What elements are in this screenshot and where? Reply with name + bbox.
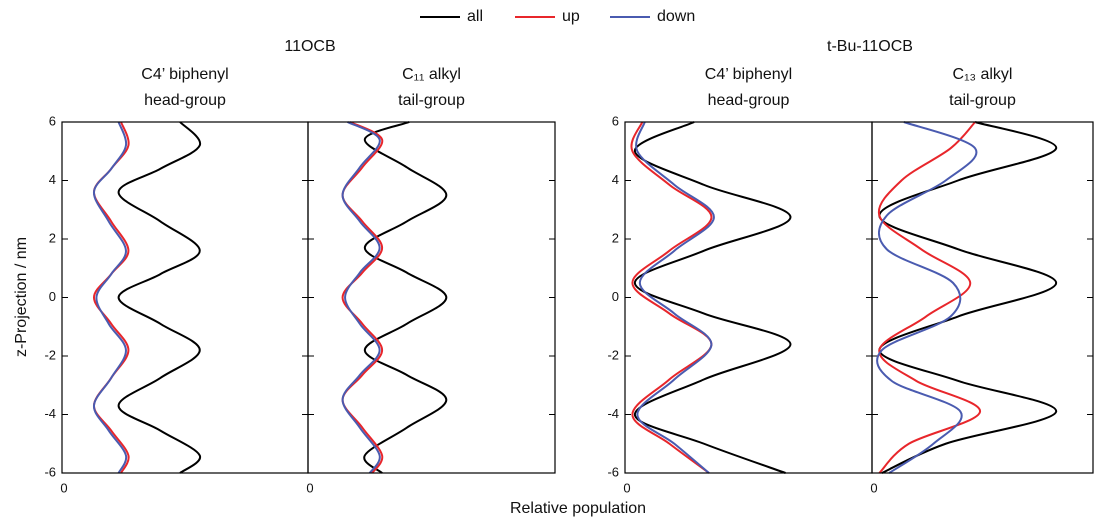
y-tick-label: -4 [44,406,56,421]
x-tick-label: 0 [306,480,313,495]
series-line [878,121,1058,474]
panel-title: C4’ biphenyl [141,66,228,83]
legend-label: all [467,8,483,25]
series-line [341,121,381,474]
y-tick-label: -6 [44,464,56,479]
series-line [877,121,982,474]
x-tick-label: 0 [870,480,877,495]
panel-frame [871,121,1094,474]
x-tick-label: 0 [623,480,630,495]
panel-frame [61,121,309,474]
y-tick-label: 6 [49,113,56,128]
y-tick-label: -4 [607,406,619,421]
panel-title: head-group [708,92,790,109]
panel-title: C₁₃ alkyl [953,66,1013,83]
series-line [633,121,792,474]
series-line [341,121,384,474]
panel-title: C4’ biphenyl [705,66,792,83]
series-line [117,121,201,474]
group-title: t-Bu-11OCB [827,38,913,55]
y-tick-label: 6 [612,113,619,128]
legend-label: up [562,8,580,25]
y-tick-label: 0 [612,289,619,304]
y-axis-label: z-Projection / nm [13,237,30,357]
series-line [876,121,978,474]
y-tick-label: 4 [49,172,56,187]
series-line [363,121,448,474]
y-tick-label: 2 [49,230,56,245]
x-axis-label: Relative population [510,500,646,517]
panel-title: tail-group [949,92,1016,109]
panel-title: head-group [144,92,226,109]
y-tick-label: 4 [612,172,619,187]
series-line [630,121,713,474]
panel-title: C₁₁ alkyl [402,66,461,83]
y-tick-label: 2 [612,230,619,245]
series-line [635,121,715,474]
series-line [92,121,130,474]
panel-frame [307,121,556,474]
y-tick-label: 0 [49,289,56,304]
legend-label: down [657,8,695,25]
x-tick-label: 0 [60,480,67,495]
y-tick-label: -2 [607,347,619,362]
panel-title: tail-group [398,92,465,109]
series-line [92,121,128,474]
group-title: 11OCB [284,38,335,55]
y-tick-label: -2 [44,347,56,362]
y-tick-label: -6 [607,464,619,479]
